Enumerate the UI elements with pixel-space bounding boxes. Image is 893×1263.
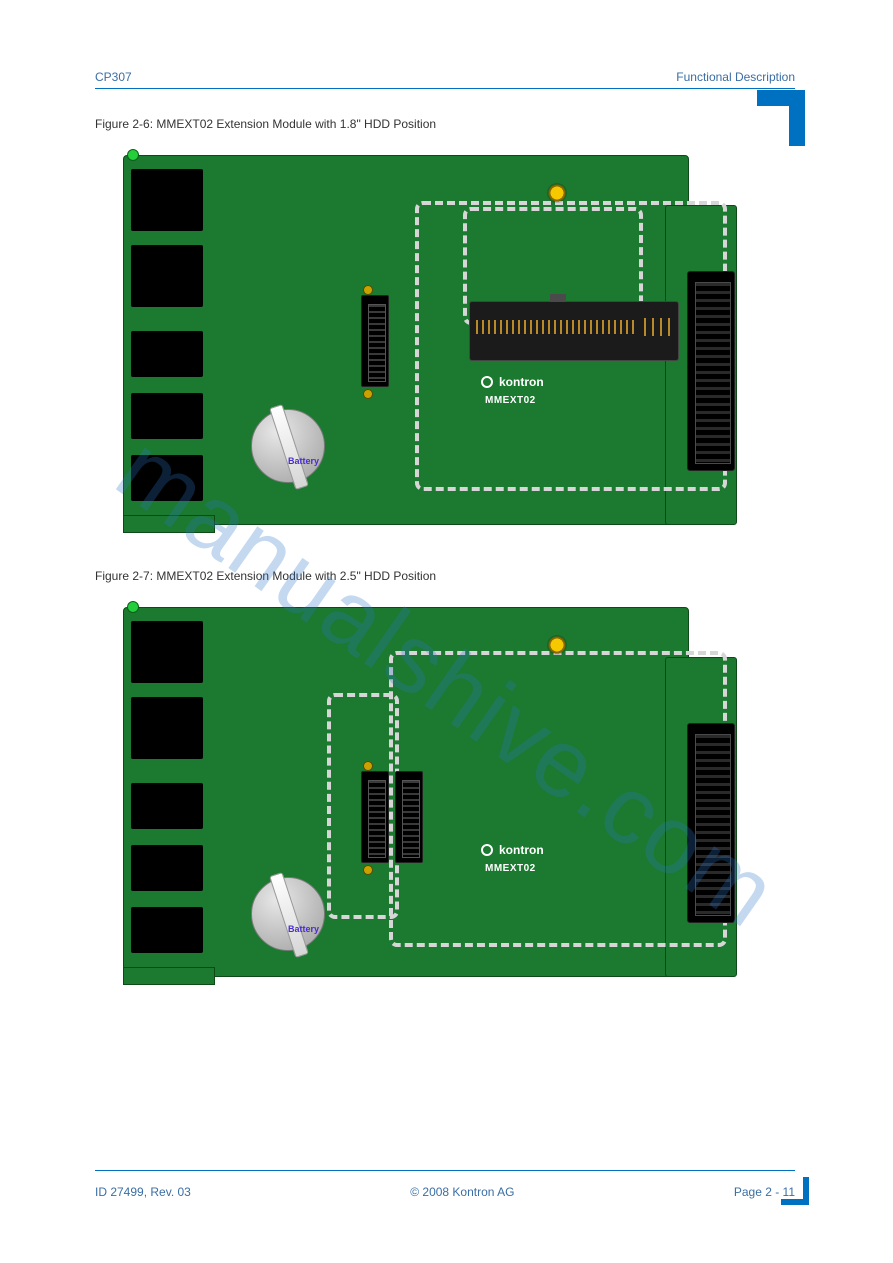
page-header: CP307 Functional Description (95, 70, 795, 84)
header-rule (95, 88, 795, 89)
corner-mark (745, 90, 805, 150)
battery-label: Battery (288, 456, 319, 466)
page-content: CP307 Functional Description Figure 2-6:… (95, 70, 795, 993)
hdd-connector (469, 301, 679, 361)
screw-icon (547, 635, 567, 655)
port-block (131, 455, 203, 501)
footer-rule (95, 1170, 795, 1171)
screw-icon (547, 183, 567, 203)
pcb-board: Battery kontron MMEXT02 (105, 593, 725, 993)
figure-label: Figure 2-6: MMEXT02 Extension Module wit… (95, 117, 795, 131)
model-label: MMEXT02 (485, 863, 536, 874)
ffc-connector (361, 771, 389, 863)
led-icon (127, 601, 139, 613)
port-block (131, 907, 203, 953)
battery-label: Battery (288, 924, 319, 934)
header-left: CP307 (95, 70, 132, 84)
port-block (131, 393, 203, 439)
screw-mini-icon (363, 285, 373, 295)
hdd-outline (389, 651, 727, 947)
pcb-board: Battery kontron MMEXT02 (105, 141, 725, 541)
edge-connector (687, 723, 735, 923)
edge-connector (687, 271, 735, 471)
screw-mini-icon (363, 865, 373, 875)
port-block (131, 245, 203, 307)
coin-battery: Battery (251, 409, 325, 483)
port-block (131, 331, 203, 377)
ffc-connector (395, 771, 423, 863)
screw-mini-icon (363, 389, 373, 399)
figure-label: Figure 2-7: MMEXT02 Extension Module wit… (95, 569, 795, 583)
page-corner-mark (779, 1175, 809, 1205)
page-footer: ID 27499, Rev. 03 © 2008 Kontron AG Page… (95, 1185, 795, 1199)
footer-center: © 2008 Kontron AG (410, 1185, 514, 1199)
port-block (131, 169, 203, 231)
header-right: Functional Description (676, 70, 795, 84)
port-block (131, 783, 203, 829)
coin-battery: Battery (251, 877, 325, 951)
brand-logo: kontron (481, 375, 544, 389)
port-block (131, 621, 203, 683)
port-block (131, 845, 203, 891)
led-icon (127, 149, 139, 161)
screw-mini-icon (363, 761, 373, 771)
footer-left: ID 27499, Rev. 03 (95, 1185, 191, 1199)
port-block (131, 697, 203, 759)
ffc-connector (361, 295, 389, 387)
brand-logo: kontron (481, 843, 544, 857)
model-label: MMEXT02 (485, 395, 536, 406)
